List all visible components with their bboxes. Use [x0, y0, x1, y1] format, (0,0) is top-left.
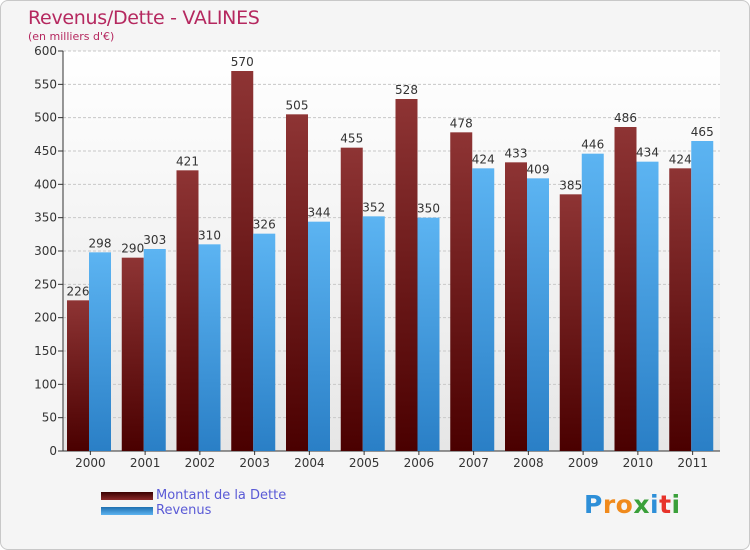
logo-letter: t	[659, 490, 672, 519]
bar-dette	[614, 127, 637, 451]
legend: Montant de la Dette Revenus	[101, 488, 286, 518]
bar-dette	[231, 71, 254, 451]
data-label: 434	[636, 146, 659, 160]
bar-dette	[505, 162, 527, 452]
data-label: 385	[559, 178, 582, 192]
logo-letter: P	[584, 490, 603, 519]
data-label: 528	[395, 83, 418, 97]
x-tick-label: 2007	[458, 456, 489, 470]
x-tick-label: 2011	[677, 456, 708, 470]
y-tick-label: 500	[34, 111, 57, 125]
y-tick-label: 250	[34, 277, 57, 291]
bar-dette	[340, 147, 363, 451]
chart-title: Revenus/Dette - VALINES	[28, 7, 260, 29]
chart-subtitle: (en milliers d'€)	[28, 30, 115, 43]
data-label: 570	[231, 55, 254, 69]
data-label: 424	[669, 152, 692, 166]
data-label: 344	[308, 206, 331, 220]
x-tick-label: 2008	[513, 456, 544, 470]
bar-revenus	[417, 217, 440, 451]
bar-revenus	[691, 141, 714, 451]
x-tick-label: 2000	[75, 456, 106, 470]
y-tick-label: 50	[42, 411, 57, 425]
bar-revenus	[198, 244, 221, 451]
logo-letter: x	[633, 490, 650, 519]
y-tick-label: 600	[34, 44, 57, 58]
bar-revenus	[308, 221, 330, 451]
y-tick-label: 100	[34, 377, 57, 391]
data-label: 298	[89, 236, 112, 250]
logo-letter: o	[615, 490, 634, 519]
data-label: 465	[691, 125, 714, 139]
data-label: 310	[198, 228, 221, 242]
bar-revenus	[527, 178, 549, 452]
y-tick-label: 200	[34, 311, 57, 325]
data-label: 505	[286, 98, 309, 112]
bar-dette	[669, 168, 692, 452]
data-label: 409	[527, 162, 550, 176]
x-tick-label: 2003	[239, 456, 270, 470]
y-tick-label: 150	[34, 344, 57, 358]
x-tick-label: 2002	[185, 456, 216, 470]
data-label: 350	[417, 202, 440, 216]
y-tick-label: 450	[34, 144, 57, 158]
logo-letter: i	[671, 490, 681, 519]
data-label: 290	[121, 242, 144, 256]
y-tick-label: 0	[49, 444, 57, 458]
bar-revenus	[581, 153, 604, 451]
data-label: 421	[176, 154, 199, 168]
logo-letter: i	[650, 490, 660, 519]
legend-item-dette: Montant de la Dette	[101, 488, 286, 503]
bar-revenus	[89, 252, 111, 451]
x-tick-label: 2004	[294, 456, 325, 470]
y-tick-label: 300	[34, 244, 57, 258]
x-tick-label: 2005	[349, 456, 380, 470]
bar-dette	[121, 257, 144, 451]
data-label: 303	[143, 233, 166, 247]
data-label: 478	[450, 116, 473, 130]
legend-label-revenus: Revenus	[156, 503, 212, 518]
y-tick-label: 550	[34, 77, 57, 91]
bar-dette	[395, 99, 418, 451]
bar-dette	[286, 114, 308, 451]
data-label: 486	[614, 111, 637, 125]
bar-dette	[559, 194, 582, 452]
logo-letter: r	[602, 490, 616, 519]
x-tick-label: 2009	[568, 456, 599, 470]
bar-revenus	[253, 233, 276, 451]
data-label: 455	[340, 132, 363, 146]
bar-revenus	[636, 161, 659, 451]
proxiti-logo: Proxiti	[584, 490, 681, 519]
x-tick-label: 2001	[130, 456, 161, 470]
bar-revenus	[143, 249, 166, 451]
x-tick-label: 2006	[404, 456, 435, 470]
bar-dette	[67, 300, 89, 451]
legend-swatch-dette	[101, 491, 153, 500]
data-label: 424	[472, 152, 495, 166]
legend-label-dette: Montant de la Dette	[156, 488, 287, 503]
legend-swatch-revenus	[101, 506, 153, 515]
data-label: 446	[581, 138, 604, 152]
data-label: 326	[253, 218, 276, 232]
data-label: 433	[505, 146, 528, 160]
data-label: 226	[67, 284, 90, 298]
data-label: 352	[362, 200, 385, 214]
bar-dette	[450, 132, 473, 452]
y-tick-label: 400	[34, 177, 57, 191]
bar-revenus	[362, 216, 385, 451]
legend-item-revenus: Revenus	[101, 503, 286, 518]
bar-revenus	[472, 168, 495, 452]
bar-dette	[176, 170, 199, 452]
y-tick-label: 350	[34, 211, 57, 225]
x-tick-label: 2010	[623, 456, 654, 470]
